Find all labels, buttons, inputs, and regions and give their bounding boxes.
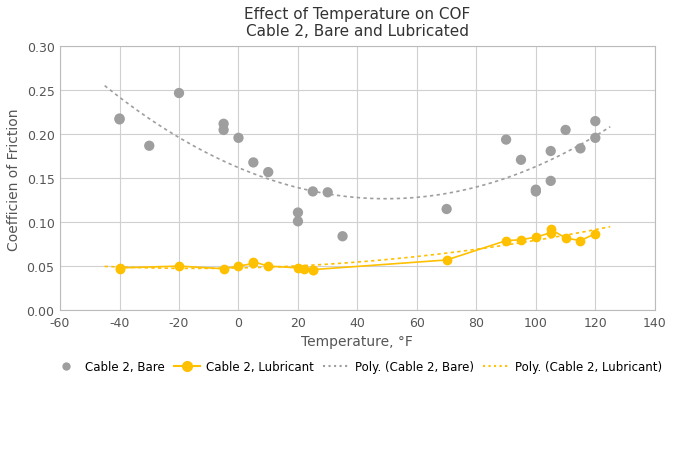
X-axis label: Temperature, °F: Temperature, °F <box>302 334 414 349</box>
Legend: Cable 2, Bare, Cable 2, Lubricant, Poly. (Cable 2, Bare), Poly. (Cable 2, Lubric: Cable 2, Bare, Cable 2, Lubricant, Poly.… <box>48 356 667 378</box>
Point <box>337 233 348 240</box>
Point <box>218 121 229 128</box>
Point <box>293 218 304 226</box>
Point <box>545 148 557 155</box>
Point <box>174 90 185 97</box>
Point <box>589 118 601 126</box>
Point <box>500 136 512 144</box>
Point <box>114 116 125 123</box>
Point <box>515 157 526 164</box>
Point <box>293 209 304 217</box>
Point <box>144 143 155 150</box>
Point <box>560 127 571 134</box>
Point <box>218 127 229 134</box>
Title: Effect of Temperature on COF
Cable 2, Bare and Lubricated: Effect of Temperature on COF Cable 2, Ba… <box>244 7 470 39</box>
Point <box>114 116 125 124</box>
Y-axis label: Coefficien of Friction: Coefficien of Friction <box>7 108 21 250</box>
Point <box>545 178 557 185</box>
Point <box>530 187 541 194</box>
Point <box>530 188 541 196</box>
Point <box>248 159 259 167</box>
Point <box>441 206 452 213</box>
Point <box>233 135 244 142</box>
Point <box>322 189 333 197</box>
Point <box>575 146 586 153</box>
Point <box>307 188 318 196</box>
Point <box>262 169 274 177</box>
Point <box>589 135 601 142</box>
